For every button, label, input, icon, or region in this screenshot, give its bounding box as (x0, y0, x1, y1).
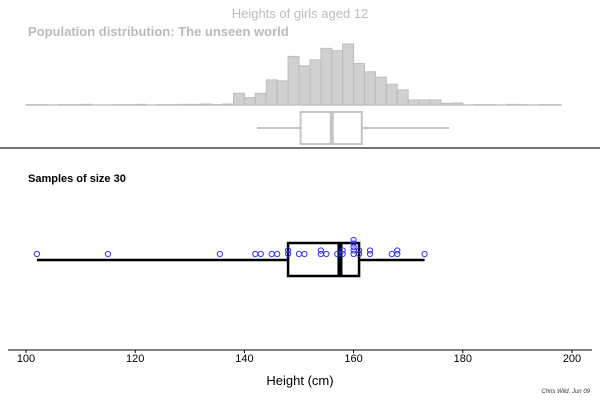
x-axis-label: Height (cm) (266, 373, 333, 388)
x-tick-label: 120 (126, 353, 144, 365)
sample-point (350, 240, 357, 247)
x-tick-label: 100 (17, 353, 35, 365)
histogram-bar (254, 92, 267, 106)
histogram-bar (232, 92, 245, 106)
histogram-bar (364, 71, 376, 106)
sample-point (216, 250, 223, 258)
histogram-bar (342, 43, 355, 106)
sample-point (252, 250, 259, 258)
histogram-bar (374, 76, 387, 106)
sample-point (323, 250, 330, 258)
histogram-bar (320, 47, 333, 106)
histogram-bar (505, 103, 518, 106)
sample-point (33, 250, 41, 258)
sample-point (388, 250, 395, 258)
sample-point (301, 250, 308, 258)
histogram-bar (265, 79, 278, 106)
histogram-bar (418, 99, 431, 106)
population-subtitle: Population distribution: The unseen worl… (28, 24, 289, 39)
box (286, 241, 361, 278)
sample-point (104, 250, 112, 258)
histogram-bar (331, 50, 344, 106)
x-tick-label: 200 (563, 353, 581, 365)
histogram-bar (134, 103, 147, 106)
x-axis-ticks: 100 120 140 160 180 200 (17, 350, 581, 365)
histogram-bar (353, 62, 366, 106)
sample-point (268, 250, 275, 258)
histogram-bar (385, 83, 398, 106)
sample-point (274, 250, 281, 258)
histogram-bar (407, 99, 420, 106)
signature: Chris Wild, Jun 09 (541, 389, 590, 395)
x-tick-label: 180 (454, 353, 472, 365)
histogram-bar (287, 55, 300, 106)
sample-point (394, 247, 401, 254)
x-tick-label: 160 (344, 353, 362, 365)
chart-title: Heights of girls aged 12 (232, 6, 369, 21)
histogram-bar (80, 103, 93, 106)
histogram-bar (451, 102, 464, 106)
sample-point (366, 247, 374, 254)
sample-point (339, 247, 346, 254)
histogram-bar (309, 59, 322, 106)
x-tick-label: 140 (235, 353, 253, 365)
sample-point (350, 236, 357, 244)
histogram-bar (200, 103, 213, 106)
sample-boxplot (36, 241, 425, 278)
sample-point (317, 247, 324, 254)
sample-point (366, 250, 374, 258)
sample-point (355, 247, 363, 254)
histogram-bar (243, 97, 256, 106)
population-boxplot (256, 111, 450, 145)
histogram-bar (298, 65, 311, 106)
histogram-bar (276, 80, 289, 106)
sample-point (339, 250, 346, 258)
sample-points (33, 236, 428, 258)
sample-point (394, 250, 401, 258)
histogram-bar (178, 103, 191, 106)
histogram-bar (429, 99, 442, 106)
sample-point (284, 250, 292, 258)
samples-title: Samples of size 30 (28, 173, 126, 185)
sample-point (355, 250, 363, 258)
histogram-bar (189, 103, 202, 106)
sample-point (284, 247, 292, 254)
sample-point (350, 243, 357, 251)
histogram-bar (396, 89, 409, 106)
histogram (25, 43, 562, 106)
sample-point (295, 250, 303, 258)
sample-point (421, 250, 428, 258)
histogram-bar (440, 102, 453, 106)
histogram-bar (222, 103, 234, 106)
sample-point (257, 250, 264, 258)
